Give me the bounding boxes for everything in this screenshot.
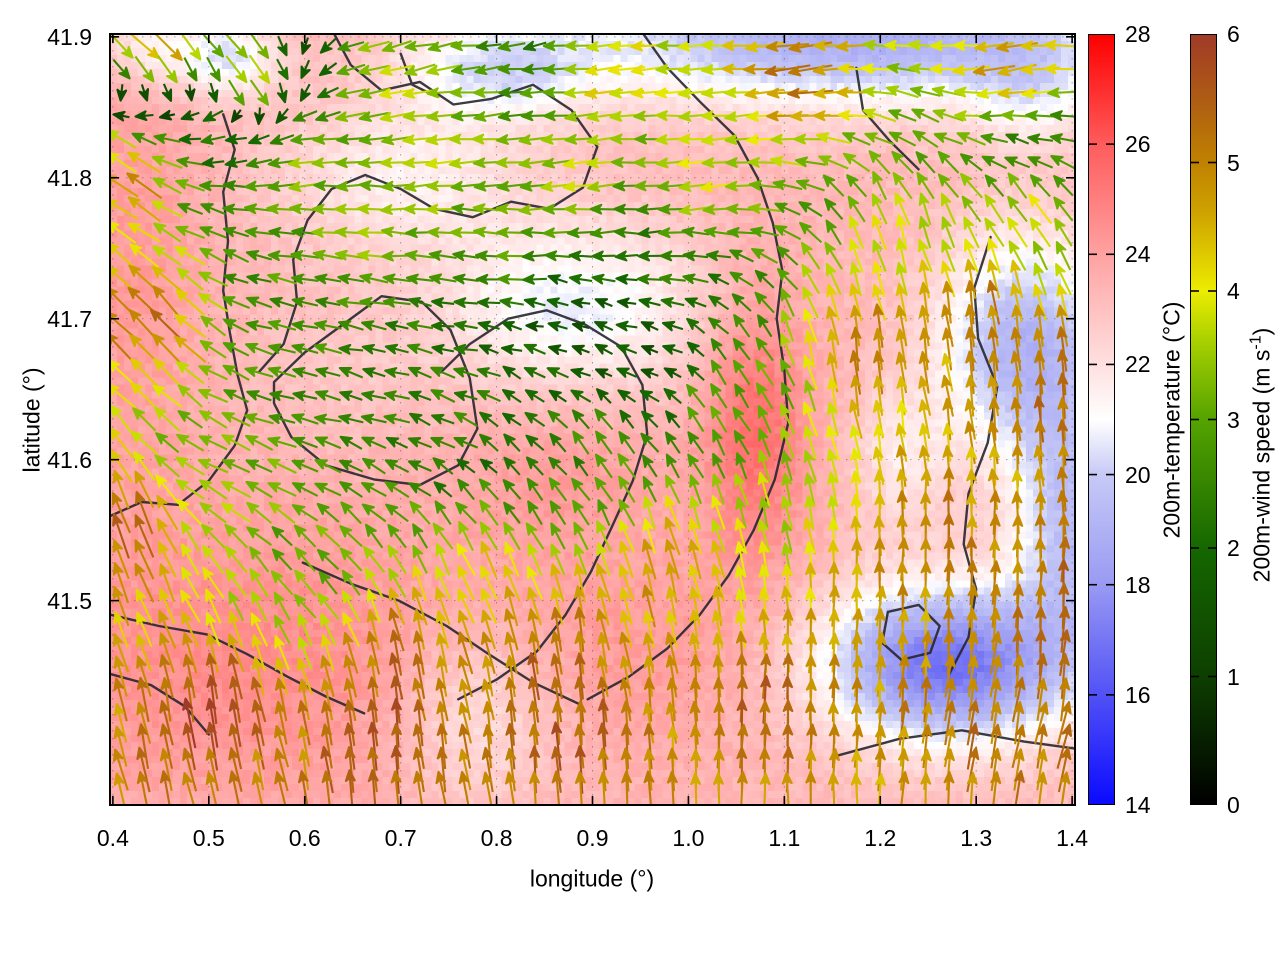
x-tick-label: 0.4 bbox=[96, 825, 129, 851]
x-axis-title: longitude (°) bbox=[529, 865, 655, 892]
temperature-colorbar-title-text: 200m-temperature (°C) bbox=[1158, 301, 1185, 539]
temperature-colorbar-ticks bbox=[1089, 143, 1114, 696]
wind_speed-colorbar-ticks bbox=[1191, 161, 1216, 678]
y-tick-label: 41.9 bbox=[47, 23, 92, 50]
terrain-contour bbox=[586, 34, 790, 701]
wind-colorbar-title-sup: -1 bbox=[1246, 335, 1265, 350]
terrain-contour bbox=[110, 672, 211, 736]
y-tick-label: 41.8 bbox=[47, 164, 92, 191]
wind_speed-colorbar-tick-label: 5 bbox=[1227, 149, 1240, 176]
x-tick-label: 1.1 bbox=[768, 825, 801, 851]
y-tick-label: 41.5 bbox=[47, 587, 92, 614]
terrain-contour bbox=[257, 34, 599, 374]
x-tick-label: 1.3 bbox=[960, 825, 993, 851]
y-tick-label: 41.6 bbox=[47, 446, 92, 473]
y-tick-label: 41.7 bbox=[47, 305, 92, 332]
wind_speed-colorbar-tick-label: 4 bbox=[1227, 278, 1240, 304]
wind-colorbar-title: 200m-wind speed (m s-1) bbox=[1247, 328, 1276, 583]
temperature-colorbar-tick-label: 20 bbox=[1125, 461, 1151, 488]
temperature-colorbar-tick-label: 22 bbox=[1125, 351, 1151, 378]
temperature-colorbar-tick-label: 28 bbox=[1125, 21, 1151, 47]
terrain-contour bbox=[881, 603, 941, 661]
temperature-colorbar-tick-label: 24 bbox=[1125, 241, 1151, 268]
temperature-colorbar-tick-label: 26 bbox=[1125, 131, 1151, 158]
wind_speed-colorbar-tick-label: 2 bbox=[1227, 535, 1240, 561]
x-tick-label: 1.0 bbox=[672, 825, 705, 851]
wind-vector-field bbox=[110, 34, 1075, 805]
x-tick-label: 1.4 bbox=[1056, 825, 1089, 851]
x-tick-label: 0.9 bbox=[576, 825, 609, 851]
temperature-colorbar-tick-label: 18 bbox=[1125, 571, 1151, 598]
wind_speed-colorbar-tick-label: 0 bbox=[1227, 792, 1240, 818]
temperature-colorbar-tick-label: 16 bbox=[1125, 681, 1151, 708]
terrain-contour bbox=[272, 295, 479, 487]
wind_speed-colorbar-tick-label: 1 bbox=[1227, 663, 1240, 690]
x-tick-label: 0.8 bbox=[480, 825, 513, 851]
temperature-colorbar-title: 200m-temperature (°C) bbox=[1159, 302, 1186, 539]
wind-colorbar-title-tail: ) bbox=[1248, 327, 1275, 336]
wind-colorbar-title-text: 200m-wind speed (m s bbox=[1248, 349, 1275, 583]
terrain-contour bbox=[110, 113, 249, 518]
terrain-contour bbox=[439, 309, 649, 701]
graticule bbox=[110, 34, 1075, 805]
temperature-colorbar-tick-label: 14 bbox=[1125, 792, 1151, 818]
axis-ticks bbox=[110, 34, 1075, 805]
terrain-contour bbox=[110, 613, 366, 715]
x-tick-label: 0.7 bbox=[384, 825, 417, 851]
x-tick-label: 1.2 bbox=[864, 825, 897, 851]
x-tick-label: 0.6 bbox=[288, 825, 321, 851]
temperature-colorbar bbox=[1088, 34, 1115, 805]
terrain-contour bbox=[855, 66, 920, 171]
wind_speed-colorbar-tick-label: 6 bbox=[1227, 21, 1240, 47]
wind_speed-colorbar-tick-label: 3 bbox=[1227, 406, 1240, 433]
x-tick-label: 0.5 bbox=[192, 825, 225, 851]
